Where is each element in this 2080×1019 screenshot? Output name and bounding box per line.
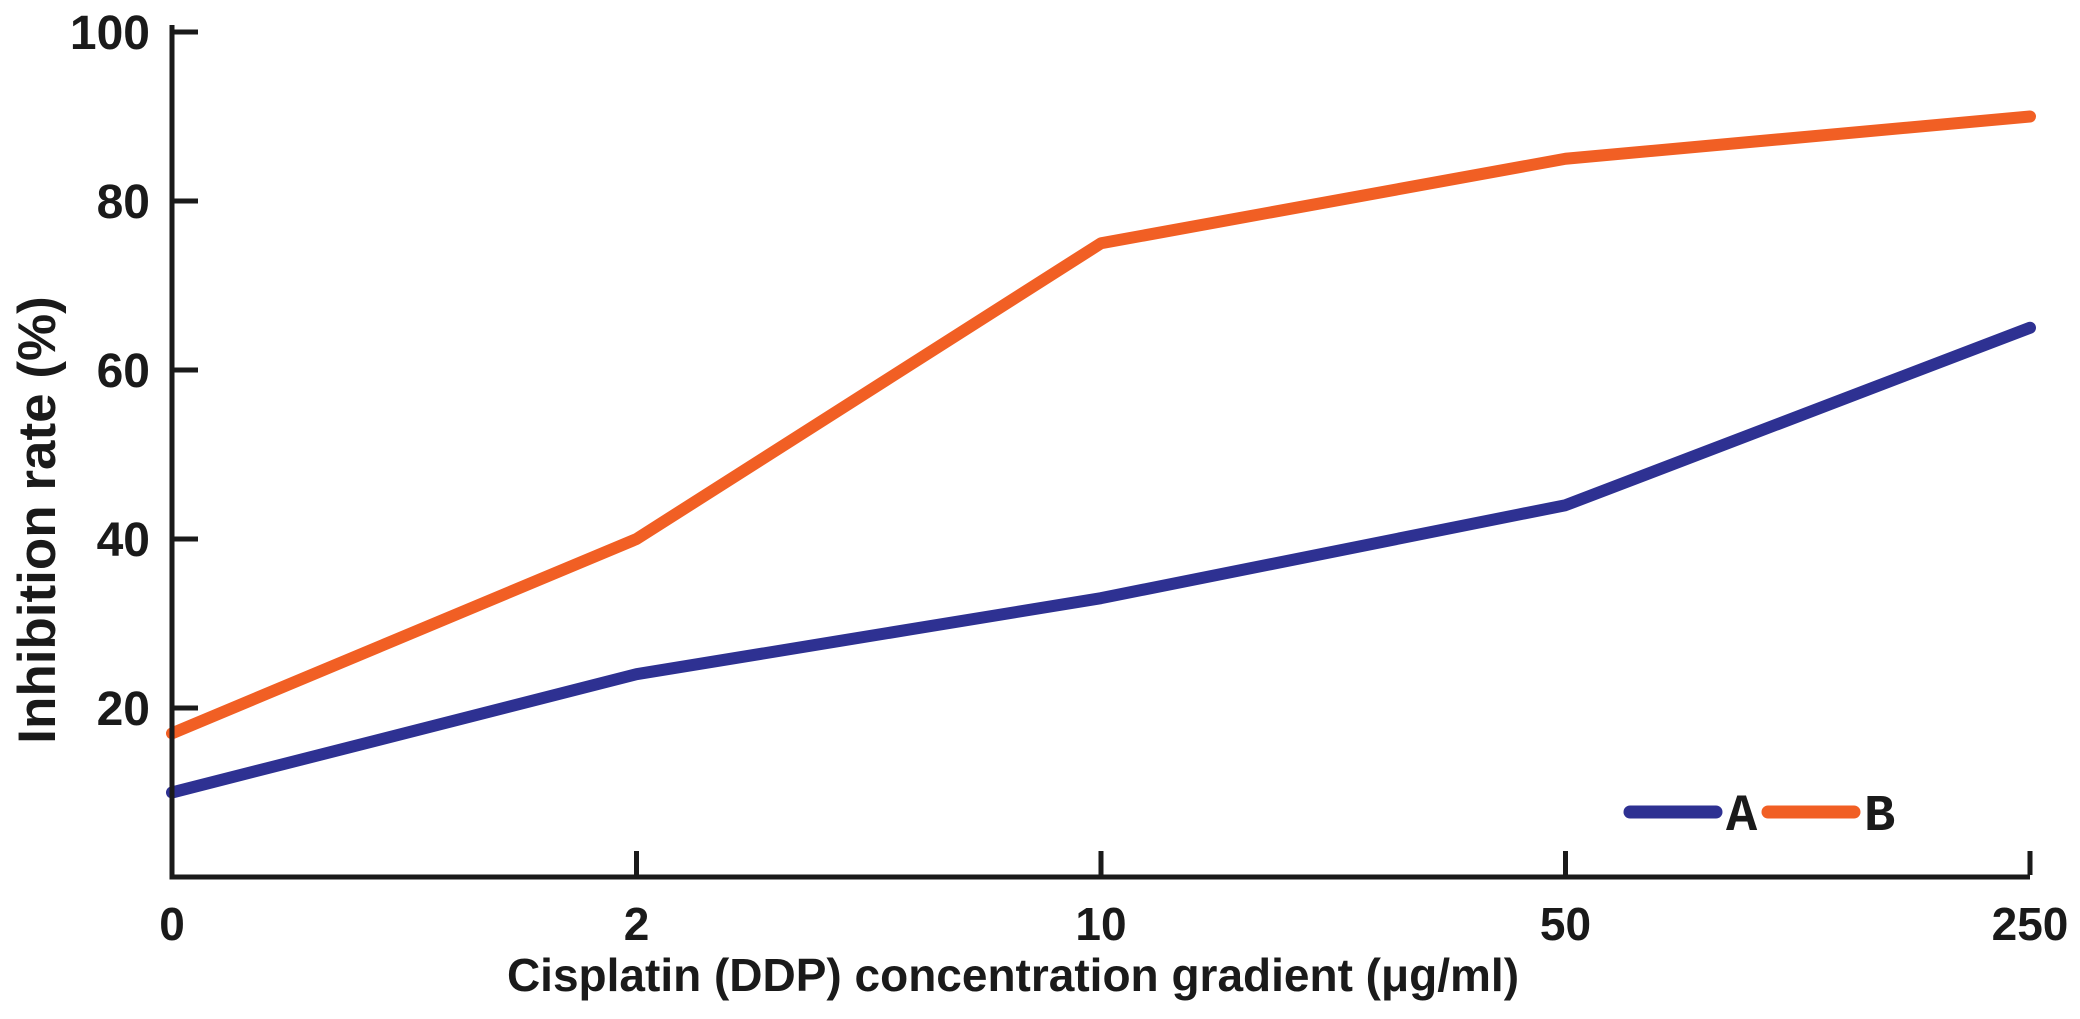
series-line-b bbox=[166, 110, 2036, 740]
y-axis-title: Inhibition rate (%) bbox=[8, 296, 67, 744]
y-tick-label-100: 100 bbox=[70, 7, 150, 60]
x-tick-label-250: 250 bbox=[1992, 898, 2069, 950]
y-tick-label-80: 80 bbox=[97, 176, 150, 229]
x-tick-label-2: 2 bbox=[624, 898, 650, 950]
series-line-a bbox=[166, 321, 2036, 799]
x-tick-label-0: 0 bbox=[159, 898, 185, 950]
legend-label-a: A bbox=[1726, 787, 1758, 846]
x-axis-title: Cisplatin (DDP) concentration gradient (… bbox=[506, 949, 1520, 1001]
y-tick-label-40: 40 bbox=[97, 514, 150, 567]
y-tick-label-60: 60 bbox=[97, 345, 150, 398]
legend-label-b: B bbox=[1864, 787, 1895, 846]
axes bbox=[169, 25, 2030, 880]
y-tick-label-20: 20 bbox=[97, 683, 150, 736]
x-tick-label-50: 50 bbox=[1540, 898, 1591, 950]
x-tick-label-10: 10 bbox=[1075, 898, 1126, 950]
